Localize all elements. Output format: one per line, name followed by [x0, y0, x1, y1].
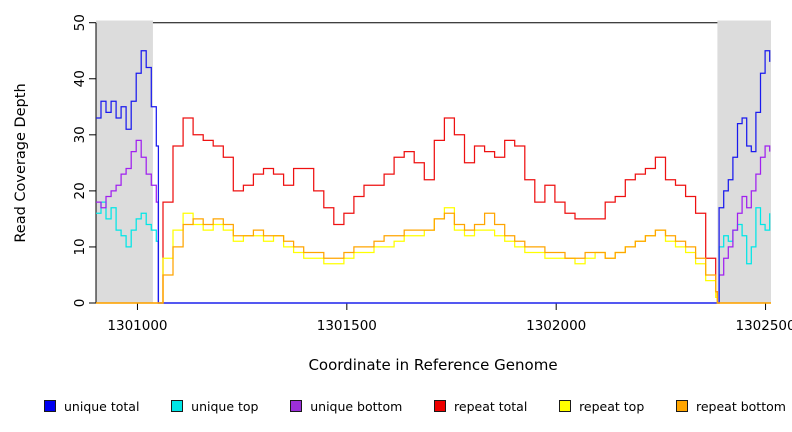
- legend-label: unique bottom: [310, 398, 403, 414]
- legend-label: unique top: [191, 398, 259, 414]
- legend-swatch-icon: [676, 400, 688, 412]
- legend-label: repeat total: [454, 398, 528, 414]
- legend-swatch-icon: [290, 400, 303, 412]
- shaded-region: [96, 20, 153, 303]
- legend-label: repeat top: [579, 398, 645, 414]
- legend-swatch-icon: [44, 400, 56, 412]
- legend-item-repeat-total: repeat total: [434, 399, 527, 414]
- x-tick-label: 1301000: [107, 318, 167, 334]
- y-tick-label: 50: [72, 14, 88, 31]
- x-axis-title: Coordinate in Reference Genome: [308, 356, 558, 374]
- legend-swatch-icon: [171, 400, 184, 412]
- plot-area: 1301000 1301500 1302000 1302500 0 10 20 30 40 50: [72, 14, 792, 334]
- series-repeat-top: [96, 207, 771, 304]
- legend-item-unique-bottom: unique bottom: [290, 399, 402, 414]
- legend-label: repeat bottom: [696, 398, 786, 414]
- y-tick-label: 10: [72, 238, 88, 255]
- shaded-region: [717, 20, 771, 303]
- y-tick-label: 0: [72, 299, 88, 308]
- legend-item-unique-total: unique total: [44, 399, 139, 414]
- x-tick-label: 1302000: [526, 318, 586, 334]
- y-tick-label: 40: [72, 70, 88, 87]
- legend-swatch-icon: [434, 400, 447, 412]
- y-tick-label: 30: [72, 126, 88, 143]
- y-axis-title: Read Coverage Depth: [13, 83, 29, 243]
- series-unique-top: [96, 201, 771, 304]
- y-tick-label: 20: [72, 182, 88, 199]
- series-repeat-total: [96, 117, 771, 304]
- series-unique-bottom: [96, 139, 771, 304]
- legend-swatch-icon: [559, 400, 572, 412]
- series-unique-total: [96, 50, 771, 304]
- legend-item-repeat-bottom: repeat bottom: [676, 399, 786, 414]
- x-tick-label: 1302500: [735, 318, 792, 334]
- legend-item-repeat-top: repeat top: [559, 399, 644, 414]
- legend-item-unique-top: unique top: [171, 399, 258, 414]
- series-repeat-bottom: [96, 212, 771, 304]
- legend-label: unique total: [64, 398, 140, 414]
- x-tick-label: 1301500: [317, 318, 377, 334]
- legend: unique total unique top unique bottom repea…: [44, 396, 786, 416]
